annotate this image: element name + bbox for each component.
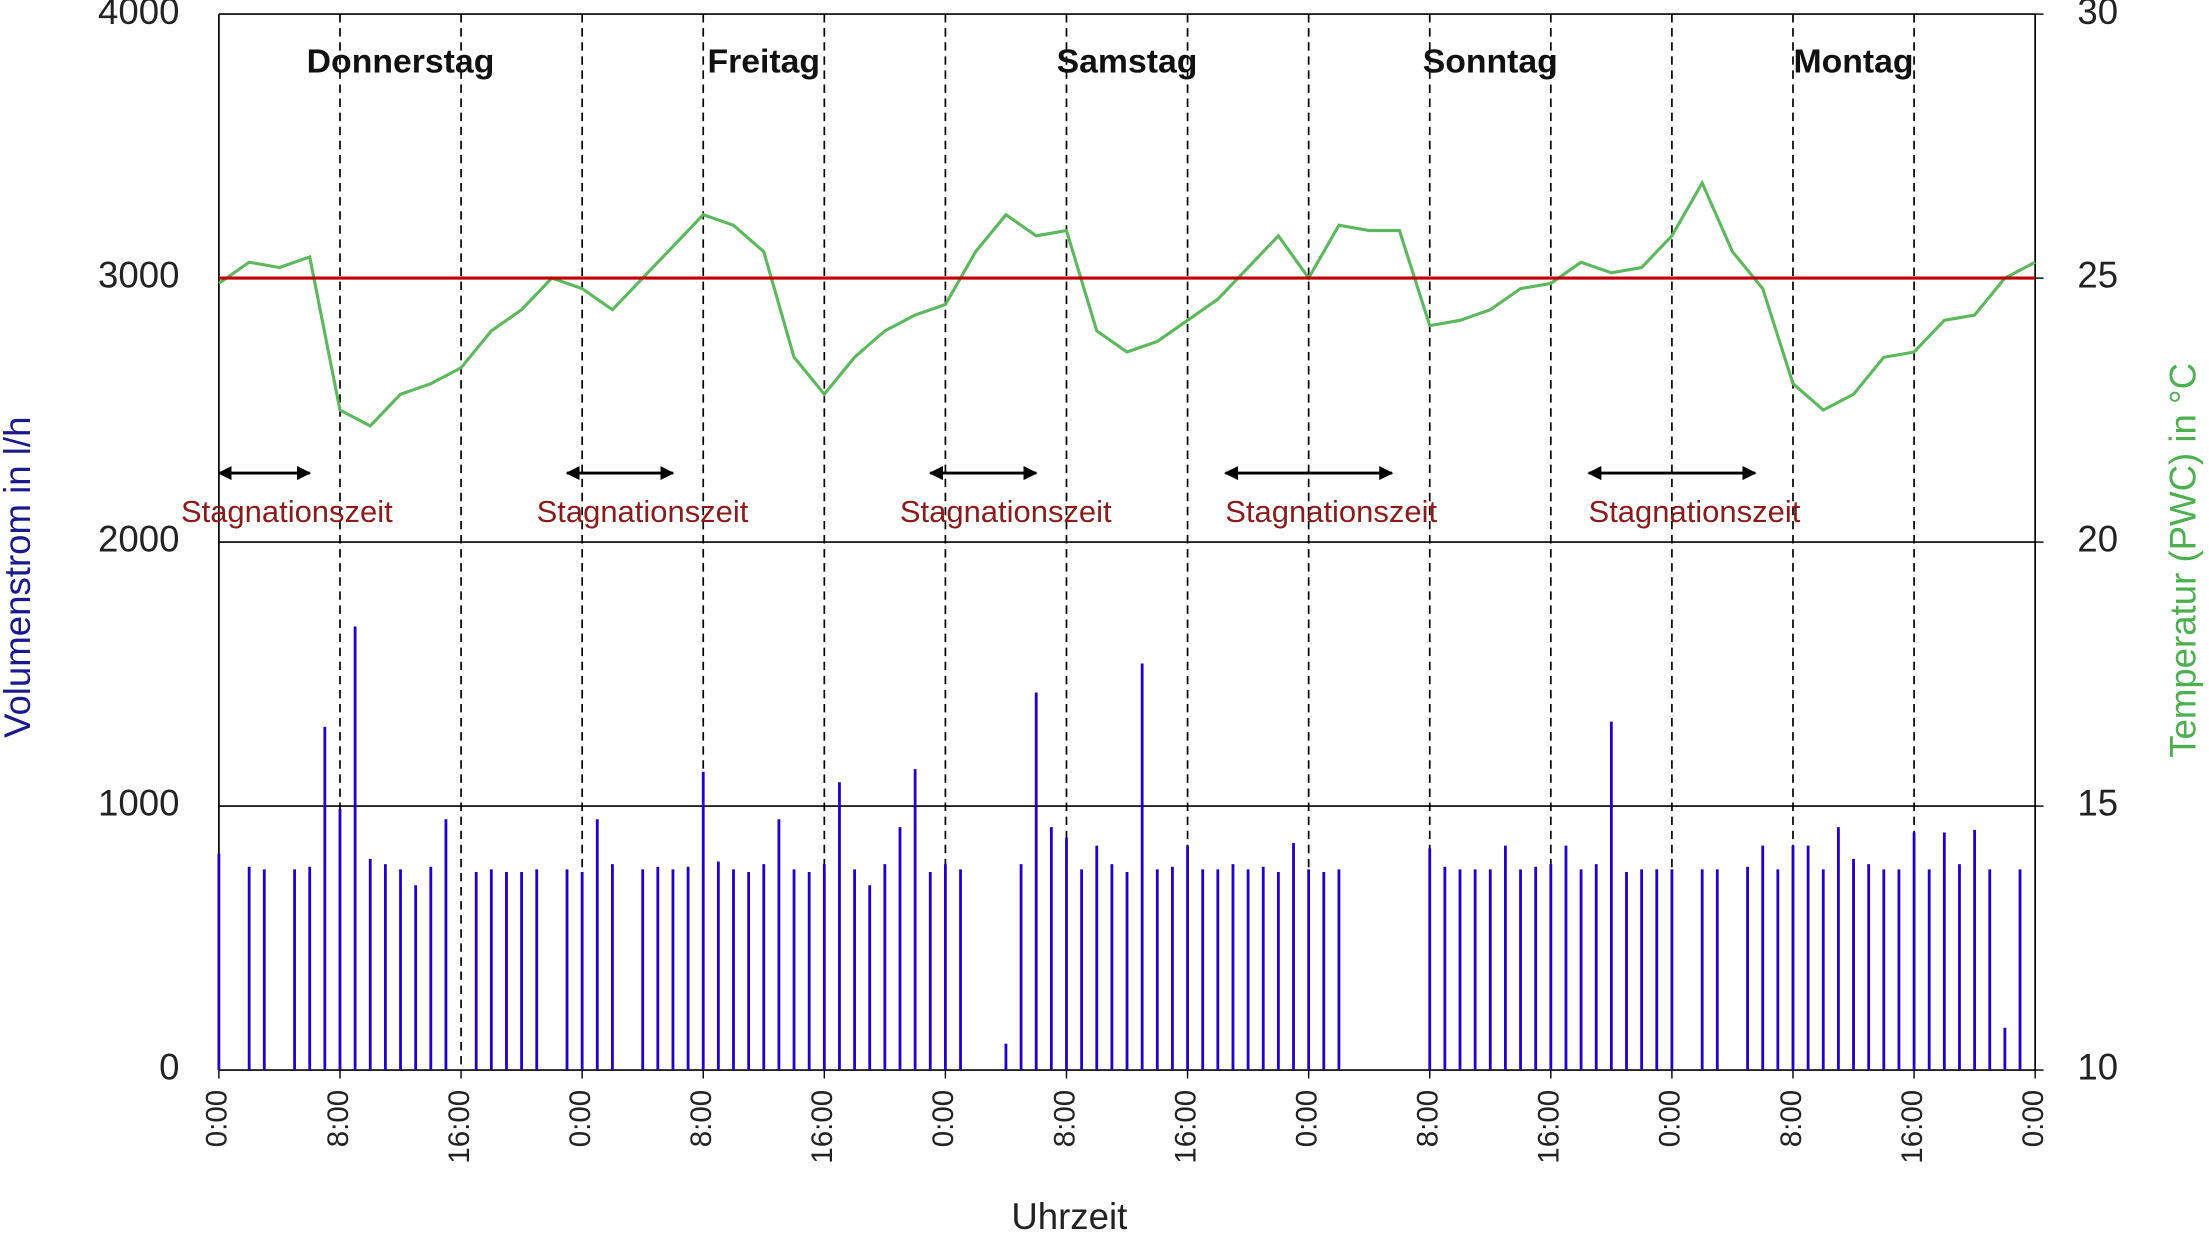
x-tick-label: 16:00 xyxy=(806,1090,839,1164)
x-tick-label: 8:00 xyxy=(322,1090,355,1148)
x-tick-label: 0:00 xyxy=(1290,1090,1323,1148)
y2-axis-label: Temperatur (PWC) in °C xyxy=(2162,363,2203,758)
x-tick-label: 8:00 xyxy=(1412,1090,1445,1148)
x-tick-label: 16:00 xyxy=(443,1090,476,1164)
stagnation-label: Stagnationszeit xyxy=(900,494,1112,529)
day-label: Montag xyxy=(1793,42,1913,80)
x-tick-label: 0:00 xyxy=(1654,1090,1687,1148)
x-tick-label: 16:00 xyxy=(1896,1090,1929,1164)
x-tick-label: 0:00 xyxy=(201,1090,234,1148)
y2-tick-label: 15 xyxy=(2077,783,2118,824)
x-tick-label: 0:00 xyxy=(927,1090,960,1148)
y-tick-label: 3000 xyxy=(98,255,179,296)
x-tick-label: 0:00 xyxy=(2017,1090,2050,1148)
y2-tick-label: 20 xyxy=(2077,519,2118,560)
y-axis-label: Volumenstrom in l/h xyxy=(0,417,38,738)
y2-tick-label: 10 xyxy=(2077,1047,2118,1088)
y2-tick-label: 30 xyxy=(2077,0,2118,32)
series-line xyxy=(218,179,2036,428)
x-tick-label: 16:00 xyxy=(1169,1090,1202,1164)
stagnation-label: Stagnationszeit xyxy=(1589,494,1801,529)
stagnation-label: Stagnationszeit xyxy=(1225,494,1437,529)
x-tick-label: 16:00 xyxy=(1533,1090,1566,1164)
day-label: Donnerstag xyxy=(307,42,495,80)
x-tick-label: 8:00 xyxy=(1048,1090,1081,1148)
day-label: Freitag xyxy=(707,42,820,80)
y2-tick-label: 25 xyxy=(2077,255,2118,296)
x-tick-label: 0:00 xyxy=(564,1090,597,1148)
day-label: Samstag xyxy=(1057,42,1198,80)
x-axis-label: Uhrzeit xyxy=(1011,1196,1127,1237)
y-tick-label: 1000 xyxy=(98,783,179,824)
stagnation-label: Stagnationszeit xyxy=(537,494,749,529)
day-label: Sonntag xyxy=(1423,42,1558,80)
y-tick-label: 2000 xyxy=(98,519,179,560)
y-tick-label: 4000 xyxy=(98,0,179,32)
x-tick-label: 8:00 xyxy=(1775,1090,1808,1148)
stagnation-label: Stagnationszeit xyxy=(181,494,393,529)
y-tick-label: 0 xyxy=(159,1047,179,1088)
x-tick-label: 8:00 xyxy=(685,1090,718,1148)
